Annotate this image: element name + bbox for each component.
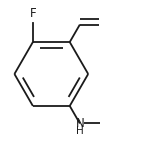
Text: N: N (75, 117, 84, 130)
Text: H: H (76, 126, 84, 136)
Text: F: F (29, 7, 36, 20)
